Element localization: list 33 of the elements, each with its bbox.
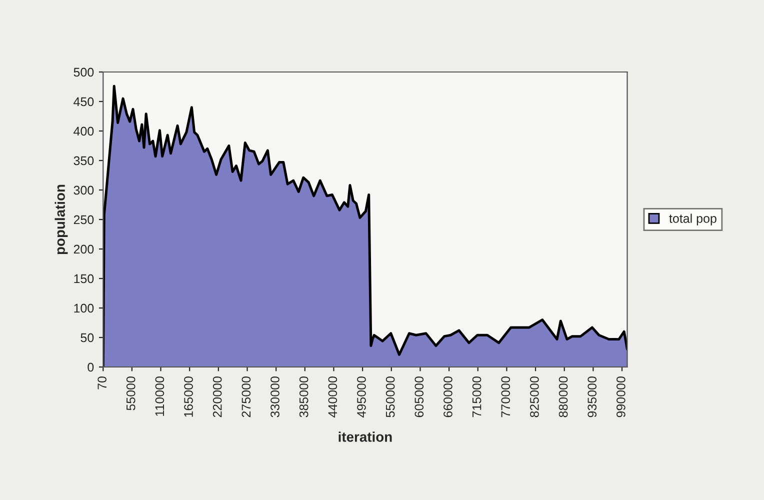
y-tick-label: 250 xyxy=(74,215,94,224)
x-tick-label: 55000 xyxy=(126,376,136,410)
x-tick-label: 880000 xyxy=(558,376,568,418)
x-axis-title: iteration xyxy=(338,432,392,442)
y-tick-label: 100 xyxy=(74,304,94,313)
y-tick-label: 500 xyxy=(74,68,94,77)
x-tick-label: 660000 xyxy=(444,376,452,418)
x-tick-label: 385000 xyxy=(299,376,308,418)
y-tick-label: 50 xyxy=(80,333,94,342)
x-tick-label: 440000 xyxy=(328,376,338,418)
y-tick-label: 350 xyxy=(74,156,94,166)
x-tick-label: 220000 xyxy=(212,376,222,418)
x-tick-label: 495000 xyxy=(357,376,366,418)
y-tick-label: 0 xyxy=(88,362,94,372)
x-tick-label: 110000 xyxy=(155,376,164,416)
x-tick-label: 605000 xyxy=(414,376,424,418)
x-tick-label: 70 xyxy=(98,376,106,390)
x-tick-label: 935000 xyxy=(588,376,597,418)
x-tick-label: 770000 xyxy=(501,376,510,418)
x-tick-label: 275000 xyxy=(242,376,251,418)
x-tick-label: 330000 xyxy=(270,376,280,418)
x-tick-label: 715000 xyxy=(472,376,482,418)
y-tick-label: 450 xyxy=(74,97,94,106)
legend-label: total pop xyxy=(669,214,716,226)
y-tick-label: 200 xyxy=(74,244,94,254)
y-axis-title: population xyxy=(54,184,68,254)
x-tick-label: 165000 xyxy=(184,376,193,417)
y-tick-label: 300 xyxy=(74,186,94,195)
x-tick-label: 825000 xyxy=(530,376,539,418)
y-tick-label: 400 xyxy=(74,126,94,136)
y-tick-label: 150 xyxy=(74,274,94,284)
x-tick-label: 550000 xyxy=(386,376,395,418)
x-tick-label: 990000 xyxy=(616,376,626,418)
